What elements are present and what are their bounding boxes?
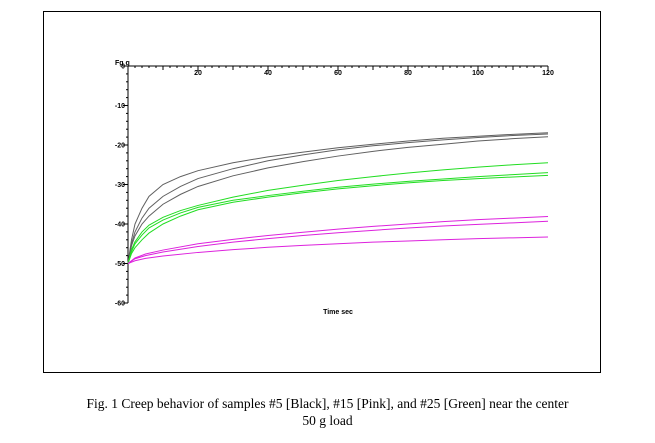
y-tick-label: -30 (115, 182, 125, 189)
caption-line-1: Fig. 1 Creep behavior of samples #5 [Bla… (86, 396, 569, 411)
axis-labels: 20 40 60 80 100 120 0 -10 -20 -30 -40 -50 -60 Fg g Tim… (115, 60, 554, 316)
series-line-6 (127, 174, 549, 264)
y-tick-label: -10 (115, 103, 125, 110)
y-tick-label: -20 (115, 143, 125, 150)
y-axis-title: Fg g (115, 60, 130, 67)
axes (123, 65, 549, 304)
x-tick-label: 40 (264, 70, 272, 77)
series-lines (127, 132, 549, 264)
series-line-1 (127, 132, 549, 264)
y-tick-label: -40 (115, 222, 125, 229)
y-tick-label: 0 (121, 64, 125, 71)
x-tick-label: 20 (194, 70, 202, 77)
series-line-7 (127, 216, 549, 264)
series-line-4 (127, 162, 549, 264)
x-tick-label: 60 (334, 70, 342, 77)
caption-line-2: 50 g load (302, 413, 353, 428)
x-tick-label: 120 (542, 70, 554, 77)
series-line-9 (127, 236, 549, 264)
series-line-8 (127, 220, 549, 264)
figure-caption: Fig. 1 Creep behavior of samples #5 [Bla… (0, 395, 655, 429)
series-line-5 (127, 172, 549, 264)
y-tick-label: -60 (115, 301, 125, 308)
x-tick-label: 80 (404, 70, 412, 77)
series-line-3 (127, 136, 549, 264)
y-tick-label: -50 (115, 261, 125, 268)
figure-frame (43, 11, 601, 373)
series-line-2 (127, 133, 549, 264)
x-tick-label: 100 (472, 70, 484, 77)
x-axis-title: Time sec (323, 309, 353, 316)
